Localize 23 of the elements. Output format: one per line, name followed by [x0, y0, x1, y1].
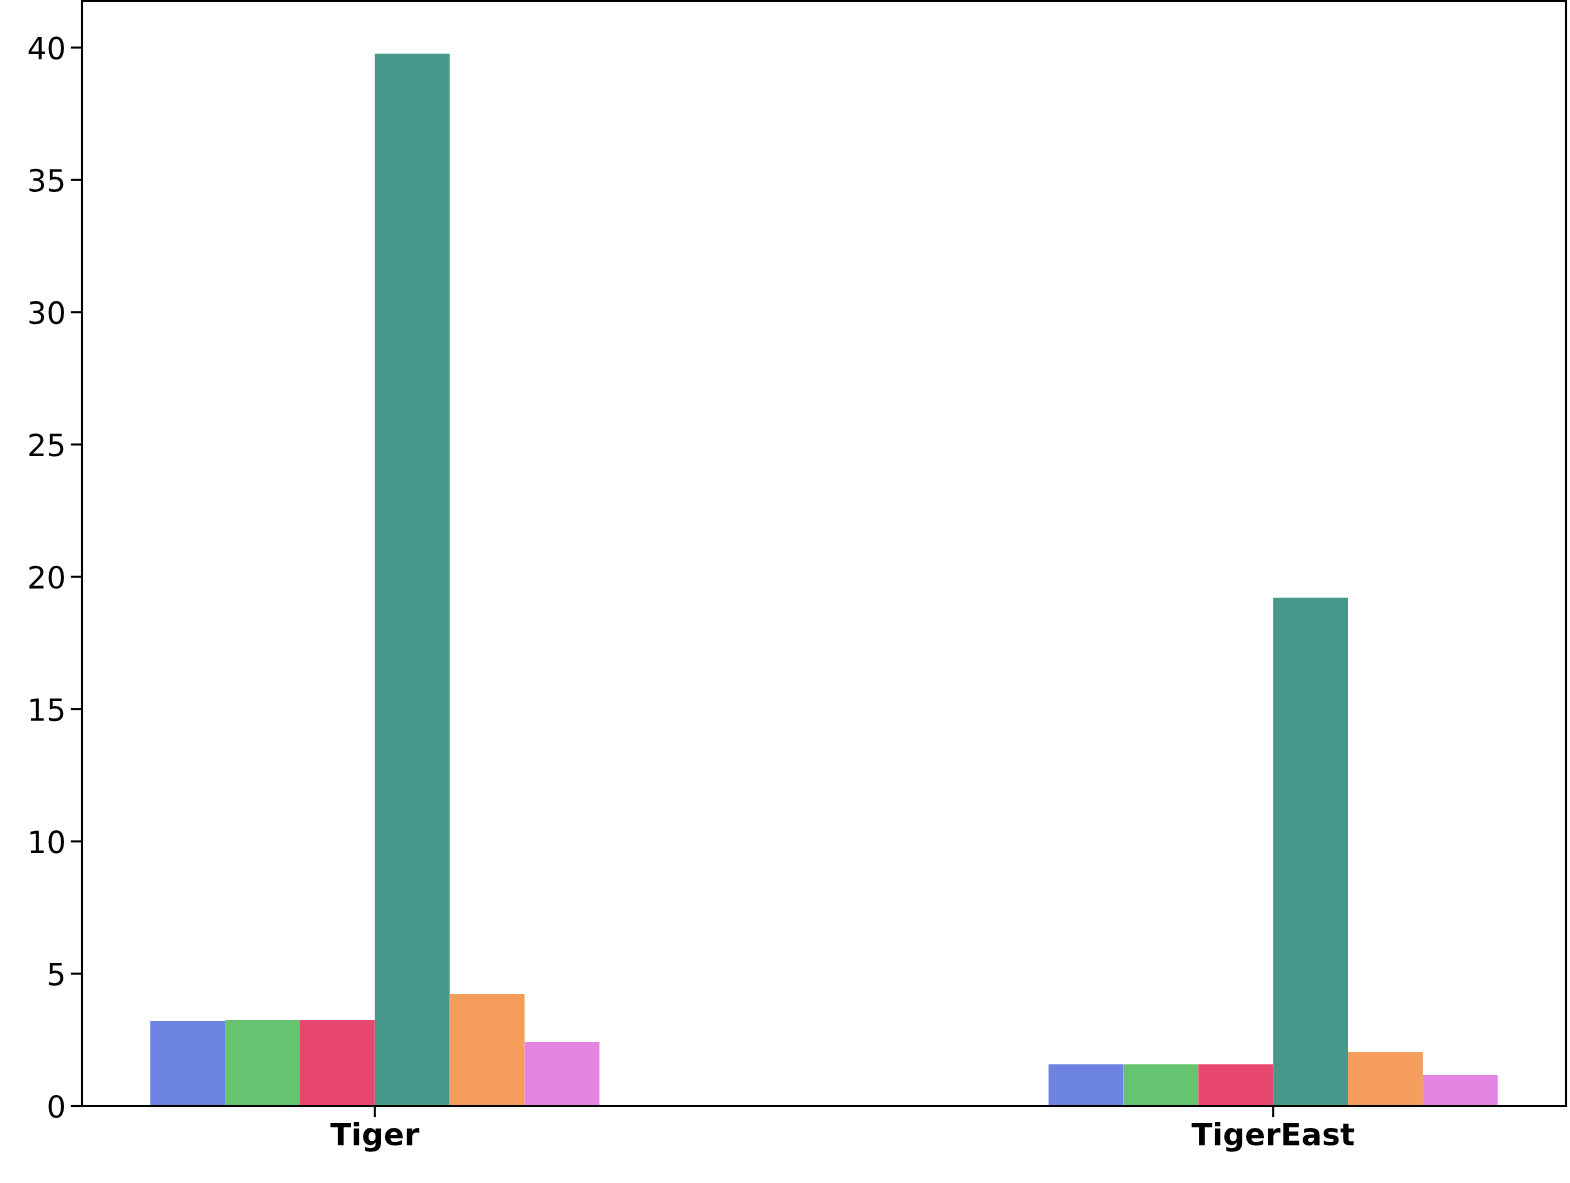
y-tick-label: 5: [48, 963, 64, 986]
bar: [374, 53, 450, 1106]
y-tick-label: 25: [29, 433, 64, 457]
bar: [150, 1021, 226, 1106]
y-tick-label: 15: [30, 698, 64, 722]
y-tick-label: 30: [29, 301, 64, 325]
y-tick-label: 10: [30, 830, 64, 854]
bar: [1123, 1064, 1199, 1106]
bar: [1422, 1075, 1498, 1106]
bar: [1048, 1064, 1124, 1106]
y-tick-label: 20: [29, 565, 64, 589]
y-tick-label: 35: [29, 168, 64, 192]
bar: [1273, 597, 1349, 1106]
bar: [299, 1020, 375, 1106]
x-tick-label: TigerEast: [1191, 1121, 1355, 1152]
bar: [225, 1020, 300, 1106]
bar: [1348, 1052, 1423, 1106]
bar: [449, 994, 525, 1106]
y-tick-label: 0: [48, 1094, 64, 1119]
x-tick-label: Tiger: [330, 1121, 420, 1152]
bar: [1198, 1064, 1274, 1106]
y-tick-label: 40: [28, 36, 64, 60]
bar: [524, 1041, 600, 1106]
